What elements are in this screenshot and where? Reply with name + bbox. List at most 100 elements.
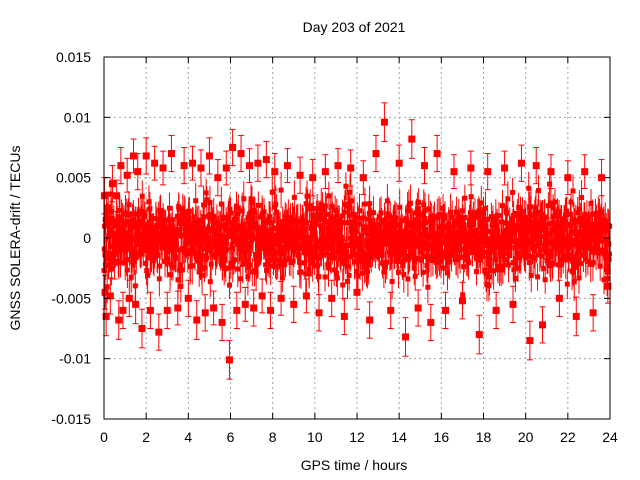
data-point (245, 148, 253, 183)
point-marker (159, 164, 167, 172)
data-point (155, 313, 163, 351)
x-tick-label: 14 (391, 429, 407, 445)
data-point (387, 291, 395, 329)
data-point (427, 303, 435, 342)
data-point (132, 284, 140, 325)
data-point (283, 148, 291, 183)
data-point (539, 306, 547, 344)
point-marker (395, 159, 403, 167)
point-marker (340, 312, 348, 320)
point-marker (290, 300, 298, 308)
point-marker (123, 171, 131, 179)
point-marker (108, 180, 116, 188)
data-point (442, 291, 450, 329)
x-tick-label: 0 (100, 429, 108, 445)
data-point (151, 145, 159, 181)
data-point (271, 153, 279, 191)
point-marker (296, 171, 304, 179)
data-point (214, 159, 222, 197)
data-point (262, 140, 270, 179)
data-point (218, 303, 226, 342)
data-point (353, 274, 361, 310)
point-marker (180, 162, 188, 170)
x-tick-label: 16 (434, 429, 450, 445)
x-tick-label: 20 (518, 429, 534, 445)
point-marker (113, 192, 121, 200)
data-point (572, 296, 580, 337)
data-point (119, 291, 127, 329)
data-point (309, 159, 317, 197)
point-marker (283, 162, 291, 170)
y-tick-label: 0.005 (56, 170, 91, 186)
data-point (433, 134, 441, 173)
data-point (237, 134, 245, 173)
point-marker (254, 159, 262, 167)
point-marker (532, 162, 540, 170)
data-point (210, 290, 218, 326)
x-tick-label: 18 (476, 429, 492, 445)
point-marker (106, 292, 114, 300)
point-marker (372, 150, 380, 158)
data-point (328, 279, 336, 317)
point-marker (467, 164, 475, 172)
point-marker (104, 204, 112, 212)
point-marker (271, 168, 279, 176)
data-point (111, 244, 119, 280)
y-tick-label: -0.005 (51, 290, 91, 306)
data-point (115, 300, 123, 340)
point-marker (475, 331, 483, 339)
point-marker (111, 258, 119, 266)
y-tick-label: 0 (83, 230, 91, 246)
point-marker (201, 309, 209, 317)
axis-ticks: 0 2 4 6 8 10 12 14 16 18 20 22 24-0.015-0.01-0.00500… (51, 49, 618, 445)
point-marker (132, 300, 140, 308)
data-point (167, 134, 175, 173)
point-marker (155, 328, 163, 336)
point-marker (433, 150, 441, 158)
point-marker (509, 300, 517, 308)
point-marker (229, 144, 237, 151)
point-marker (125, 294, 133, 302)
data-point (101, 274, 109, 310)
data-point (104, 191, 112, 225)
x-tick-label: 24 (602, 429, 618, 445)
data-point (372, 134, 380, 173)
data-point (467, 150, 475, 186)
data-point (159, 150, 167, 186)
data-point (108, 165, 116, 203)
data-point (517, 144, 525, 182)
point-marker (380, 118, 388, 126)
point-marker (458, 297, 466, 305)
point-marker (387, 306, 395, 314)
data-point (197, 149, 205, 187)
data-point (130, 138, 138, 174)
x-tick-label: 4 (184, 429, 192, 445)
data-point (598, 159, 606, 197)
point-marker (321, 168, 329, 176)
data-point (193, 300, 201, 340)
data-point (142, 137, 150, 175)
point-marker (197, 164, 205, 172)
data-point (123, 157, 131, 193)
point-marker (184, 294, 192, 302)
data-point (492, 291, 500, 329)
point-marker (564, 174, 572, 182)
point-marker (604, 282, 612, 290)
point-marker (501, 164, 509, 172)
x-tick-label: 22 (560, 429, 576, 445)
data-point (290, 285, 298, 323)
data-point (106, 277, 114, 315)
point-marker (547, 168, 555, 176)
point-marker (101, 288, 109, 296)
point-marker (315, 309, 323, 317)
point-marker (138, 325, 146, 332)
data-point (380, 102, 388, 142)
point-marker (241, 300, 249, 308)
chart-title: Day 203 of 2021 (303, 19, 406, 35)
point-marker (193, 316, 201, 324)
data-point (484, 153, 492, 191)
point-marker (258, 292, 266, 300)
data-point (458, 282, 466, 320)
data-point (189, 145, 197, 181)
data-point (180, 147, 188, 185)
